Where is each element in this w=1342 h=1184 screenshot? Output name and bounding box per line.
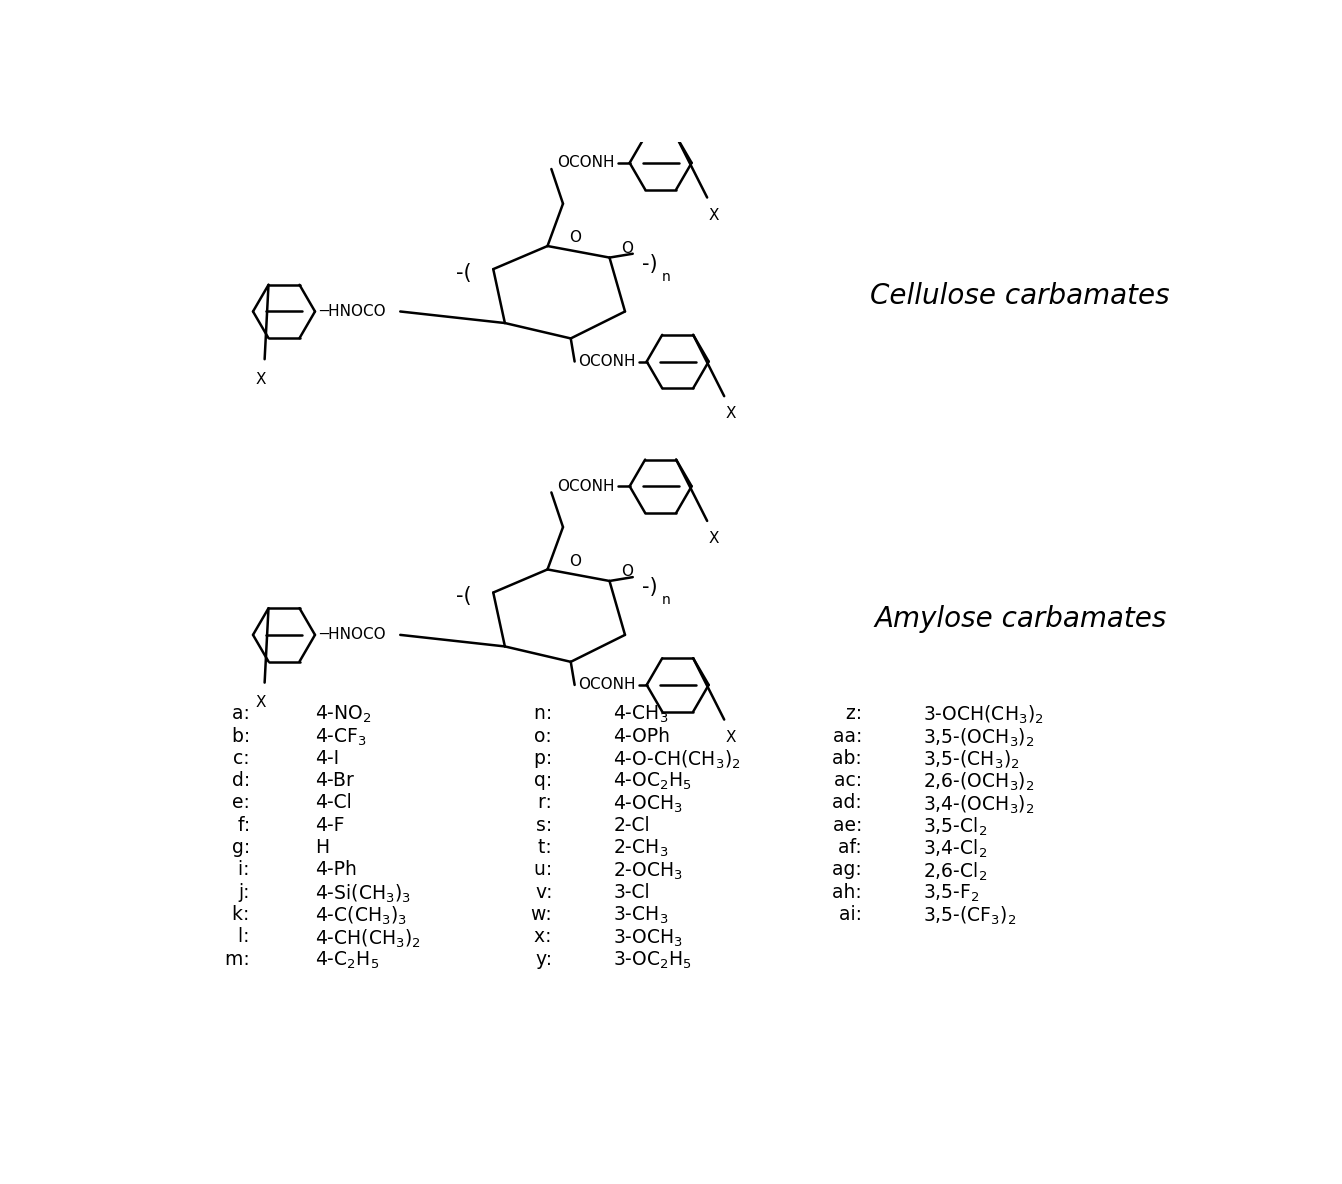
Text: 3-OC$_2$H$_5$: 3-OC$_2$H$_5$ [613,950,692,971]
Text: a:: a: [232,704,268,723]
Text: w:: w: [531,905,570,925]
Text: OCONH: OCONH [578,677,636,693]
Text: X: X [255,695,266,710]
Text: Amylose carbamates: Amylose carbamates [874,605,1166,633]
Text: 2-Cl: 2-Cl [613,816,650,835]
Text: s:: s: [535,816,570,835]
Text: 4-CF$_3$: 4-CF$_3$ [315,727,366,748]
Text: j:: j: [239,883,268,902]
Text: 2-CH$_3$: 2-CH$_3$ [613,838,668,860]
Text: ad:: ad: [832,793,880,812]
Text: 3,4-(OCH$_3$)$_2$: 3,4-(OCH$_3$)$_2$ [923,793,1035,816]
Text: 2-OCH$_3$: 2-OCH$_3$ [613,861,683,882]
Text: X: X [709,207,719,223]
Text: ─HNOCO: ─HNOCO [319,628,385,643]
Text: y:: y: [535,950,570,969]
Text: H: H [315,838,329,857]
Text: 4-C(CH$_3$)$_3$: 4-C(CH$_3$)$_3$ [315,905,407,927]
Text: X: X [726,406,737,422]
Text: g:: g: [232,838,268,857]
Text: ─HNOCO: ─HNOCO [319,304,385,318]
Text: 3,5-Cl$_2$: 3,5-Cl$_2$ [923,816,988,838]
Text: 3-Cl: 3-Cl [613,883,650,902]
Text: X: X [255,372,266,386]
Text: 4-CH$_3$: 4-CH$_3$ [613,704,668,726]
Text: n:: n: [534,704,570,723]
Text: n: n [662,593,671,607]
Text: p:: p: [534,748,570,768]
Text: O: O [621,565,633,579]
Text: 3,5-(CH$_3$)$_2$: 3,5-(CH$_3$)$_2$ [923,748,1020,771]
Text: 3,5-(CF$_3$)$_2$: 3,5-(CF$_3$)$_2$ [923,905,1017,927]
Text: 3-CH$_3$: 3-CH$_3$ [613,905,668,926]
Text: 4-CH(CH$_3$)$_2$: 4-CH(CH$_3$)$_2$ [315,927,421,950]
Text: O: O [569,231,581,245]
Text: 2,6-(OCH$_3$)$_2$: 2,6-(OCH$_3$)$_2$ [923,771,1035,793]
Text: m:: m: [225,950,268,969]
Text: 4-Ph: 4-Ph [315,861,357,880]
Text: x:: x: [534,927,570,946]
Text: r:: r: [538,793,570,812]
Text: -): -) [641,253,658,274]
Text: q:: q: [534,771,570,790]
Text: k:: k: [232,905,268,925]
Text: 3-OCH(CH$_3$)$_2$: 3-OCH(CH$_3$)$_2$ [923,704,1044,727]
Text: 3,5-F$_2$: 3,5-F$_2$ [923,883,980,905]
Text: 3,5-(OCH$_3$)$_2$: 3,5-(OCH$_3$)$_2$ [923,727,1035,748]
Text: 4-NO$_2$: 4-NO$_2$ [315,704,372,726]
Text: ag:: ag: [832,861,880,880]
Text: ae:: ae: [832,816,880,835]
Text: OCONH: OCONH [557,478,615,494]
Text: n: n [662,270,671,284]
Text: i:: i: [239,861,268,880]
Text: -(: -( [456,586,471,606]
Text: 2,6-Cl$_2$: 2,6-Cl$_2$ [923,861,988,883]
Text: c:: c: [234,748,268,768]
Text: -): -) [641,577,658,597]
Text: ah:: ah: [832,883,880,902]
Text: u:: u: [534,861,570,880]
Text: 4-OCH$_3$: 4-OCH$_3$ [613,793,683,815]
Text: ai:: ai: [839,905,880,925]
Text: f:: f: [238,816,268,835]
Text: d:: d: [232,771,268,790]
Text: -(: -( [456,263,471,283]
Text: 4-Br: 4-Br [315,771,354,790]
Text: ac:: ac: [833,771,880,790]
Text: 4-C$_2$H$_5$: 4-C$_2$H$_5$ [315,950,380,971]
Text: af:: af: [839,838,880,857]
Text: O: O [569,554,581,568]
Text: O: O [621,240,633,256]
Text: v:: v: [535,883,570,902]
Text: e:: e: [232,793,268,812]
Text: 4-Si(CH$_3$)$_3$: 4-Si(CH$_3$)$_3$ [315,883,411,905]
Text: 4-OC$_2$H$_5$: 4-OC$_2$H$_5$ [613,771,692,792]
Text: 4-F: 4-F [315,816,345,835]
Text: b:: b: [232,727,268,746]
Text: aa:: aa: [832,727,880,746]
Text: ab:: ab: [832,748,880,768]
Text: 4-I: 4-I [315,748,340,768]
Text: 4-Cl: 4-Cl [315,793,352,812]
Text: o:: o: [534,727,570,746]
Text: t:: t: [538,838,570,857]
Text: l:: l: [239,927,268,946]
Text: z:: z: [845,704,880,723]
Text: OCONH: OCONH [557,155,615,170]
Text: OCONH: OCONH [578,354,636,369]
Text: 3-OCH$_3$: 3-OCH$_3$ [613,927,683,948]
Text: X: X [726,729,737,745]
Text: 3,4-Cl$_2$: 3,4-Cl$_2$ [923,838,988,861]
Text: 4-O-CH(CH$_3$)$_2$: 4-O-CH(CH$_3$)$_2$ [613,748,741,771]
Text: Cellulose carbamates: Cellulose carbamates [871,282,1170,310]
Text: 4-OPh: 4-OPh [613,727,671,746]
Text: X: X [709,530,719,546]
